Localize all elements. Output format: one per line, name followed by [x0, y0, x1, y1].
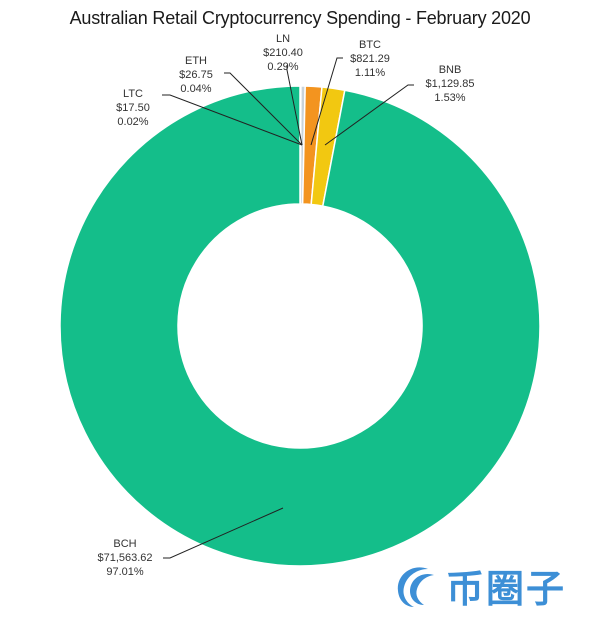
coin-circle-logo-icon	[397, 566, 434, 607]
label-percent: 1.53%	[434, 92, 466, 104]
label-percent: 0.02%	[117, 116, 149, 128]
label-value: $26.75	[179, 69, 213, 81]
data-label-bch: BCH $71,563.62 97.01%	[88, 537, 162, 579]
label-value: $821.29	[350, 53, 390, 65]
label-name: LTC	[123, 88, 143, 100]
slice-bch	[59, 85, 541, 567]
watermark: 币圈子	[390, 558, 566, 613]
label-name: LN	[275, 33, 291, 45]
leader-line-ltc	[162, 94, 303, 146]
label-value: $17.50	[116, 102, 150, 114]
data-label-ln: LN $210.40 0.29%	[253, 32, 313, 74]
label-name: BTC	[359, 39, 381, 51]
label-percent: 97.01%	[106, 566, 144, 578]
data-label-ltc: LTC $17.50 0.02%	[108, 87, 158, 129]
watermark-text: 币圈子	[446, 567, 567, 611]
leader-lines	[162, 57, 414, 559]
label-name: BCH	[113, 538, 137, 550]
leader-line-ln	[286, 65, 303, 146]
chart-title: Australian Retail Cryptocurrency Spendin…	[69, 8, 531, 28]
label-percent: 0.04%	[180, 83, 212, 95]
label-name: BNB	[438, 64, 462, 76]
label-percent: 0.29%	[267, 61, 299, 73]
label-value: $71,563.62	[97, 552, 153, 564]
leader-line-bnb	[324, 84, 414, 146]
leader-line-eth	[224, 72, 303, 146]
data-label-eth: ETH $26.75 0.04%	[171, 54, 221, 96]
label-percent: 1.11%	[354, 67, 386, 79]
data-label-bnb: BNB $1,129.85 1.53%	[415, 63, 485, 105]
label-name: ETH	[185, 55, 207, 67]
leader-line-bch	[163, 507, 284, 559]
label-value: $210.40	[263, 47, 303, 59]
leader-line-btc	[310, 57, 343, 146]
data-label-btc: BTC $821.29 1.11%	[340, 38, 400, 80]
donut-slices	[59, 85, 541, 567]
label-value: $1,129.85	[425, 78, 475, 90]
